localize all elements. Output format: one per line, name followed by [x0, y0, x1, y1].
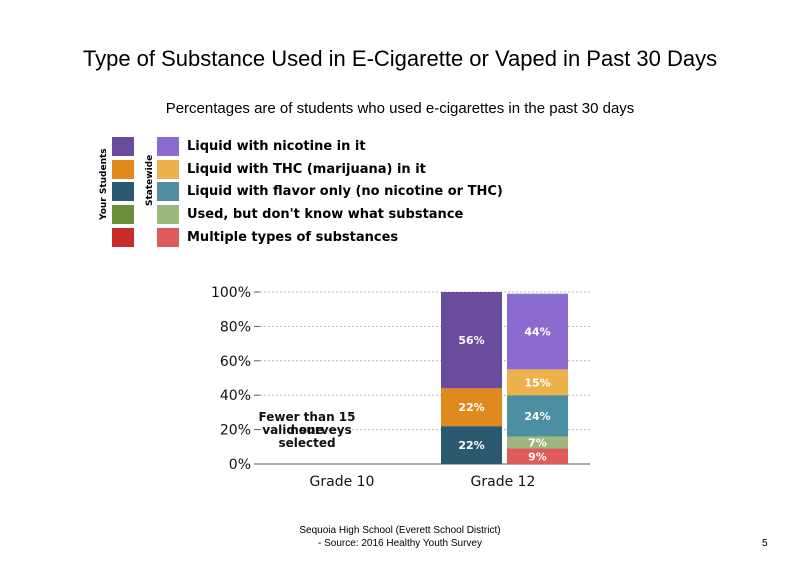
data-label: 24% [524, 410, 550, 423]
page-number: 5 [762, 538, 768, 549]
bar-segment [507, 448, 568, 464]
no-data-note: valid surveys [262, 423, 351, 437]
bar-segment [507, 436, 568, 449]
bar-segment [441, 426, 502, 464]
bar-segment [441, 388, 502, 427]
x-tick-label: Grade 12 [471, 474, 536, 490]
legend-swatch-your-multiple [112, 228, 134, 247]
chart-title: Type of Substance Used in E-Cigarette or… [82, 46, 718, 71]
legend-swatch-state-flavor [157, 182, 179, 201]
y-tick-label: 80% [220, 319, 251, 335]
y-tick-label: 40% [220, 388, 251, 404]
x-tick-label: Grade 10 [310, 474, 375, 490]
legend-label-nicotine: Liquid with nicotine in it [187, 139, 366, 154]
no-data-note: none [290, 423, 323, 437]
bar-segment [507, 369, 568, 396]
bar-segment [507, 395, 568, 437]
data-label: 7% [528, 437, 547, 450]
legend-swatch-state-nicotine [157, 137, 179, 156]
footer: Sequoia High School (Everett School Dist… [250, 524, 550, 550]
no-data-note: Fewer than 15 [259, 410, 356, 424]
footer-school: Sequoia High School (Everett School Dist… [299, 525, 501, 536]
data-label: 22% [458, 439, 484, 452]
legend-label-unknown: Used, but don't know what substance [187, 207, 464, 222]
y-tick-label: 100% [211, 285, 251, 301]
chart-subtitle: Percentages are of students who used e-c… [165, 100, 635, 117]
legend-swatch-state-thc [157, 160, 179, 179]
legend-swatch-your-nicotine [112, 137, 134, 156]
legend-swatch-state-multiple [157, 228, 179, 247]
y-tick-label: 0% [229, 457, 251, 473]
legend-swatch-your-flavor [112, 182, 134, 201]
legend-swatch-state-unknown [157, 205, 179, 224]
data-label: 44% [524, 326, 550, 339]
bar-segment [507, 293, 568, 370]
no-data-note: selected [278, 436, 335, 450]
data-label: 9% [528, 450, 547, 463]
bar-segment [441, 292, 502, 389]
footer-source: - Source: 2016 Healthy Youth Survey [318, 538, 482, 549]
legend-label-thc: Liquid with THC (marijuana) in it [187, 162, 426, 177]
data-label: 56% [458, 334, 484, 347]
legend-label-multiple: Multiple types of substances [187, 230, 399, 245]
y-tick-label: 60% [220, 354, 251, 370]
data-label: 22% [458, 401, 484, 414]
legend-swatch-your-thc [112, 160, 134, 179]
legend-swatch-your-unknown [112, 205, 134, 224]
data-label: 15% [524, 376, 550, 389]
legend-label-flavor: Liquid with flavor only (no nicotine or … [187, 184, 503, 199]
y-tick-label: 20% [220, 423, 251, 439]
